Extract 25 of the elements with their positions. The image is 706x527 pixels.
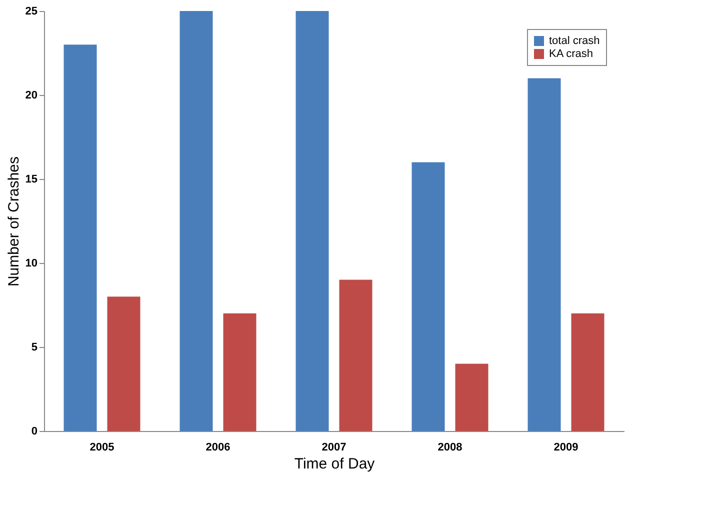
bar	[223, 313, 256, 431]
legend-label: KA crash	[549, 48, 594, 60]
bar	[296, 11, 329, 431]
bar	[339, 280, 372, 431]
x-tick-label: 2006	[206, 442, 230, 454]
x-tick-label: 2009	[554, 442, 578, 454]
x-tick-label: 2005	[90, 442, 114, 454]
bar	[64, 44, 97, 431]
x-tick-label: 2008	[438, 442, 462, 454]
y-tick-label: 0	[31, 426, 38, 438]
bar	[528, 78, 561, 431]
y-tick-label: 10	[25, 258, 38, 270]
bar	[107, 296, 140, 431]
y-tick-label: 25	[25, 6, 38, 18]
y-axis-title: Number of Crashes	[5, 156, 22, 287]
y-tick-label: 15	[25, 174, 38, 186]
bar	[412, 162, 445, 431]
x-tick-label: 2007	[322, 442, 346, 454]
x-axis-title: Time of Day	[294, 456, 376, 472]
bar	[180, 11, 213, 431]
y-tick-label: 20	[25, 90, 38, 102]
legend-label: total crash	[549, 35, 600, 47]
bar	[455, 364, 488, 431]
bar	[571, 313, 604, 431]
y-tick-label: 5	[31, 342, 38, 354]
